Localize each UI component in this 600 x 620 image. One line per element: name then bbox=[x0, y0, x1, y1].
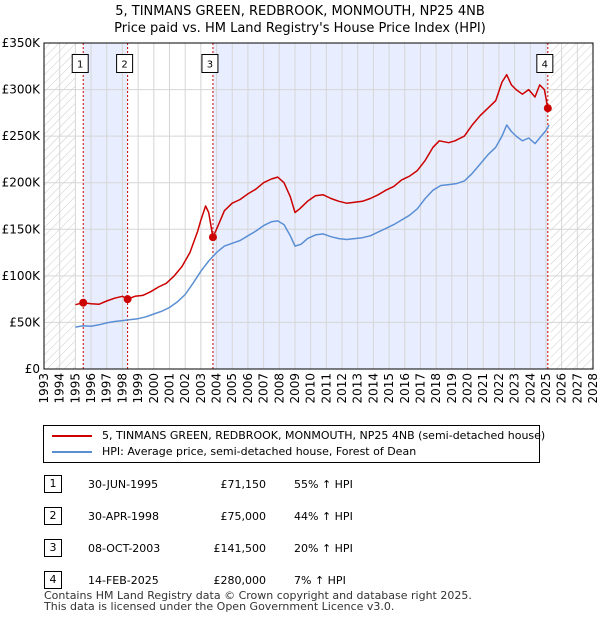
x-tick-label: 2020 bbox=[461, 373, 475, 404]
x-tick-label: 2026 bbox=[555, 373, 569, 404]
sale-annotation-box bbox=[71, 53, 89, 73]
transaction-hpi-diff: 44% ↑ HPI bbox=[294, 510, 353, 523]
x-tick-label: 1994 bbox=[53, 373, 67, 404]
sale-annotation-box bbox=[201, 53, 219, 73]
x-tick-label: 2016 bbox=[398, 373, 412, 404]
sale-annotation-label: 3 bbox=[207, 59, 213, 70]
x-tick-label: 1996 bbox=[84, 373, 98, 404]
transactions-table: 1 30-JUN-1995 £71,150 55% ↑ HPI 2 30-APR… bbox=[44, 470, 404, 598]
x-tick-label: 2022 bbox=[492, 373, 506, 404]
transaction-number: 4 bbox=[44, 571, 62, 589]
transaction-number: 1 bbox=[44, 475, 62, 493]
x-tick-label: 2000 bbox=[147, 373, 161, 404]
transaction-date: 14-FEB-2025 bbox=[88, 574, 159, 587]
y-tick-label: £300K bbox=[2, 83, 42, 97]
y-tick-label: £50K bbox=[9, 315, 41, 329]
y-tick-label: £350K bbox=[2, 36, 42, 50]
x-tick-label: 2005 bbox=[225, 373, 239, 404]
x-tick-label: 2008 bbox=[272, 373, 286, 404]
y-tick-label: £0 bbox=[25, 362, 40, 376]
x-tick-label: 2012 bbox=[335, 373, 349, 404]
x-tick-label: 2027 bbox=[570, 373, 584, 404]
sale-point bbox=[543, 104, 552, 113]
transaction-number: 3 bbox=[44, 539, 62, 557]
x-tick-label: 2014 bbox=[366, 373, 380, 404]
ownership-shade bbox=[212, 43, 548, 369]
x-tick-label: 1997 bbox=[100, 373, 114, 404]
transaction-date: 30-JUN-1995 bbox=[88, 478, 159, 491]
sale-point bbox=[79, 298, 88, 307]
hpi-line bbox=[75, 124, 550, 328]
legend-label-property: 5, TINMANS GREEN, REDBROOK, MONMOUTH, NP… bbox=[102, 429, 546, 442]
y-tick-label: £100K bbox=[2, 269, 42, 283]
transaction-hpi-diff: 7% ↑ HPI bbox=[294, 574, 346, 587]
transaction-row: 3 08-OCT-2003 £141,500 20% ↑ HPI bbox=[44, 534, 404, 566]
price-chart: 1 2 3 4 £0 £50K £100K £150K £200K £250K £300K £350K… bbox=[2, 36, 600, 404]
plot-frame bbox=[43, 42, 594, 370]
x-tick-label: 2009 bbox=[288, 373, 302, 404]
transaction-price: £75,000 bbox=[220, 510, 267, 523]
x-tick-label: 2015 bbox=[382, 373, 396, 404]
sale-point bbox=[208, 233, 217, 242]
transaction-hpi-diff: 20% ↑ HPI bbox=[294, 542, 353, 555]
x-tick-label: 2013 bbox=[351, 373, 365, 404]
x-tick-label: 1993 bbox=[37, 373, 51, 404]
sale-annotation-box bbox=[536, 53, 554, 73]
x-tick-label: 2010 bbox=[304, 373, 318, 404]
x-tick-label: 2003 bbox=[194, 373, 208, 404]
footer-line-1: Contains HM Land Registry data © Crown c… bbox=[44, 589, 472, 602]
transaction-date: 08-OCT-2003 bbox=[88, 542, 161, 555]
legend: 5, TINMANS GREEN, REDBROOK, MONMOUTH, NP… bbox=[43, 425, 545, 463]
legend-swatch-property bbox=[52, 435, 92, 437]
footer-copyright: Contains HM Land Registry data © Crown c… bbox=[44, 590, 472, 612]
x-tick-label: 2011 bbox=[319, 373, 333, 404]
transaction-row: 4 14-FEB-2025 £280,000 7% ↑ HPI bbox=[44, 566, 404, 598]
footer-line-2: This data is licensed under the Open Gov… bbox=[44, 600, 395, 613]
x-tick-label: 2007 bbox=[257, 373, 271, 404]
sale-annotation-box bbox=[116, 53, 134, 73]
hatch-after-data bbox=[550, 43, 593, 369]
transaction-date: 30-APR-1998 bbox=[88, 510, 160, 523]
transaction-price: £71,150 bbox=[220, 478, 267, 491]
legend-label-hpi: HPI: Average price, semi-detached house,… bbox=[102, 445, 417, 458]
transaction-price: £141,500 bbox=[213, 542, 267, 555]
y-tick-label: £250K bbox=[2, 129, 42, 143]
transaction-price: £280,000 bbox=[213, 574, 267, 587]
x-tick-label: 2021 bbox=[476, 373, 490, 404]
sale-annotation-label: 2 bbox=[121, 59, 127, 70]
y-tick-label: £200K bbox=[2, 176, 42, 190]
x-tick-label: 2017 bbox=[413, 373, 427, 404]
sale-point bbox=[123, 295, 132, 304]
sale-annotation-label: 4 bbox=[542, 59, 548, 70]
x-tick-label: 1998 bbox=[115, 373, 129, 404]
x-tick-label: 2002 bbox=[178, 373, 192, 404]
x-tick-label: 2019 bbox=[445, 373, 459, 404]
legend-swatch-hpi bbox=[52, 451, 92, 453]
x-tick-label: 2025 bbox=[539, 373, 553, 404]
x-tick-label: 2001 bbox=[162, 373, 176, 404]
transaction-number: 2 bbox=[44, 507, 62, 525]
x-tick-label: 2024 bbox=[523, 373, 537, 404]
transaction-row: 2 30-APR-1998 £75,000 44% ↑ HPI bbox=[44, 502, 404, 534]
property-price-line bbox=[75, 73, 549, 306]
transaction-row: 1 30-JUN-1995 £71,150 55% ↑ HPI bbox=[44, 470, 404, 502]
x-tick-label: 2023 bbox=[508, 373, 522, 404]
x-tick-label: 1995 bbox=[68, 373, 82, 404]
y-tick-label: £150K bbox=[2, 222, 42, 236]
chart-subtitle: Price paid vs. HM Land Registry's House … bbox=[114, 21, 486, 36]
x-tick-label: 1999 bbox=[131, 373, 145, 404]
transaction-hpi-diff: 55% ↑ HPI bbox=[294, 478, 353, 491]
sale-annotation-label: 1 bbox=[77, 59, 83, 70]
chart-title: 5, TINMANS GREEN, REDBROOK, MONMOUTH, NP… bbox=[115, 4, 485, 19]
x-tick-label: 2006 bbox=[241, 373, 255, 404]
x-tick-label: 2004 bbox=[210, 373, 224, 404]
x-tick-label: 2018 bbox=[429, 373, 443, 404]
x-tick-label: 2028 bbox=[586, 373, 600, 404]
